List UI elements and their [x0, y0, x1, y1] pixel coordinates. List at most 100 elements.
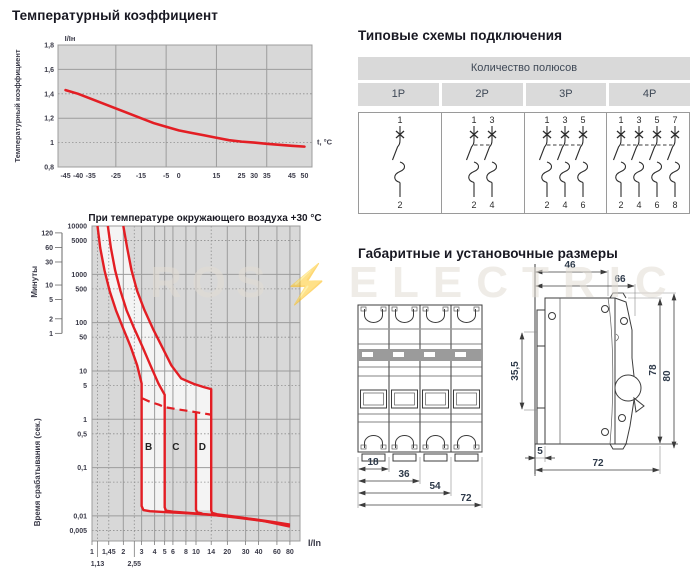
svg-text:1,4: 1,4 — [44, 91, 54, 98]
grid — [58, 45, 312, 167]
svg-text:14: 14 — [207, 549, 215, 556]
svg-text:6: 6 — [171, 549, 175, 556]
top-axis-label: I/Iн — [65, 34, 76, 43]
pole-count-2P: 2P — [441, 83, 523, 106]
svg-text:0,005: 0,005 — [69, 528, 87, 535]
svg-text:80: 80 — [286, 549, 294, 556]
svg-text:50: 50 — [301, 173, 309, 180]
x-axis-label: I/In — [308, 538, 321, 548]
dim-46: 46 — [564, 260, 576, 271]
breaker-module — [390, 306, 419, 462]
toggle-slot — [362, 352, 373, 357]
svg-text:2: 2 — [121, 549, 125, 556]
svg-text:4: 4 — [563, 200, 568, 210]
scheme-cell-4P: 1 2 3 4 5 6 7 8 — [607, 113, 689, 213]
scheme-diagram-3P: 1 2 3 4 5 6 — [539, 115, 589, 210]
svg-text:1,13: 1,13 — [91, 561, 105, 568]
scheme-cell-2P: 1 2 3 4 — [442, 113, 525, 213]
scheme-diagram-1P: 12 — [391, 115, 405, 210]
toggle-slot — [393, 352, 404, 357]
svg-text:1000: 1000 — [71, 272, 87, 279]
svg-text:2: 2 — [545, 200, 550, 210]
svg-text:100: 100 — [75, 320, 87, 327]
svg-text:0: 0 — [177, 173, 181, 180]
curve-d_max — [122, 225, 291, 528]
minutes-label: Минуты — [30, 266, 39, 298]
plot-area — [57, 44, 313, 168]
svg-text:60: 60 — [45, 245, 53, 252]
svg-text:0,8: 0,8 — [44, 165, 54, 172]
svg-text:1: 1 — [619, 115, 624, 125]
svg-text:-40: -40 — [73, 173, 83, 180]
svg-text:2,55: 2,55 — [127, 561, 141, 568]
svg-text:45: 45 — [288, 173, 296, 180]
front-dimension-lines: 18 36 54 72 — [357, 457, 483, 508]
dim-78: 78 — [648, 364, 659, 376]
breaker-module — [452, 306, 481, 462]
svg-text:1: 1 — [545, 115, 550, 125]
svg-text:0,01: 0,01 — [73, 513, 87, 520]
zone-label-C: C — [172, 442, 179, 453]
svg-text:1,8: 1,8 — [44, 43, 54, 50]
svg-text:10000: 10000 — [68, 224, 88, 231]
dim-35-5: 35,5 — [510, 361, 521, 381]
svg-text:1: 1 — [397, 115, 402, 125]
svg-text:30: 30 — [242, 549, 250, 556]
svg-text:0,1: 0,1 — [77, 465, 87, 472]
svg-text:4: 4 — [489, 200, 494, 210]
pole-count-row: 1P 2P 3P 4P — [358, 83, 690, 106]
svg-text:8: 8 — [184, 549, 188, 556]
svg-text:5: 5 — [163, 549, 167, 556]
svg-text:60: 60 — [273, 549, 281, 556]
svg-text:8: 8 — [673, 200, 678, 210]
svg-text:-25: -25 — [111, 173, 121, 180]
dim-72-side: 72 — [592, 458, 604, 469]
breaker-front-body — [357, 304, 483, 462]
svg-text:10: 10 — [45, 283, 53, 290]
svg-text:1: 1 — [50, 140, 54, 147]
svg-text:30: 30 — [250, 173, 258, 180]
svg-text:5000: 5000 — [71, 238, 87, 245]
trip-zones-bands — [97, 226, 212, 513]
side-view-drawing: 46 66 35,5 78 80 5 72 — [510, 260, 678, 476]
svg-text:1,2: 1,2 — [44, 116, 54, 123]
dim-5: 5 — [537, 446, 543, 457]
zone-label-D: D — [199, 442, 206, 453]
schemes-header: Количество полюсов — [358, 57, 690, 80]
breaker-module — [421, 306, 450, 462]
svg-text:15: 15 — [213, 173, 221, 180]
breaker-side-body — [534, 264, 678, 476]
toggle-knob — [614, 374, 642, 402]
svg-text:7: 7 — [673, 115, 678, 125]
toggle-band — [358, 349, 482, 361]
curve-d_min_vertical — [194, 412, 203, 515]
dim-80: 80 — [662, 370, 673, 382]
pole-count-4P: 4P — [609, 83, 690, 106]
svg-text:-45: -45 — [60, 173, 70, 180]
curve-dashed — [141, 397, 212, 416]
svg-text:1: 1 — [90, 549, 94, 556]
axis-ticks: 10000 5000 1000 500 100 50 10 5 1 0,5 0,1 0,01 0,005… — [68, 224, 294, 569]
svg-text:3: 3 — [140, 549, 144, 556]
svg-text:6: 6 — [655, 200, 660, 210]
front-view-drawing: 18 36 54 72 — [357, 304, 483, 508]
svg-text:-15: -15 — [136, 173, 146, 180]
svg-text:5: 5 — [83, 383, 87, 390]
temp-coefficient-curve — [64, 88, 306, 148]
svg-text:20: 20 — [223, 549, 231, 556]
svg-text:5: 5 — [49, 297, 53, 304]
y-axis-label: Время срабатывания (сек.) — [33, 418, 42, 526]
scheme-diagram-2P: 1 2 3 4 — [465, 115, 497, 210]
svg-text:0,5: 0,5 — [77, 431, 87, 438]
pole-count-1P: 1P — [358, 83, 439, 106]
svg-text:2: 2 — [49, 316, 53, 323]
svg-text:2: 2 — [619, 200, 624, 210]
svg-text:2: 2 — [397, 200, 402, 210]
minutes-axis: 120 60 30 10 5 2 1 — [41, 230, 63, 338]
svg-text:25: 25 — [238, 173, 246, 180]
svg-text:-5: -5 — [163, 173, 169, 180]
temperature-coefficient-chart: -45 -40 -35 -25 -15 -5 0 15 25 30 35 45 50 0,8 1 1,2 1,4… — [13, 34, 333, 180]
